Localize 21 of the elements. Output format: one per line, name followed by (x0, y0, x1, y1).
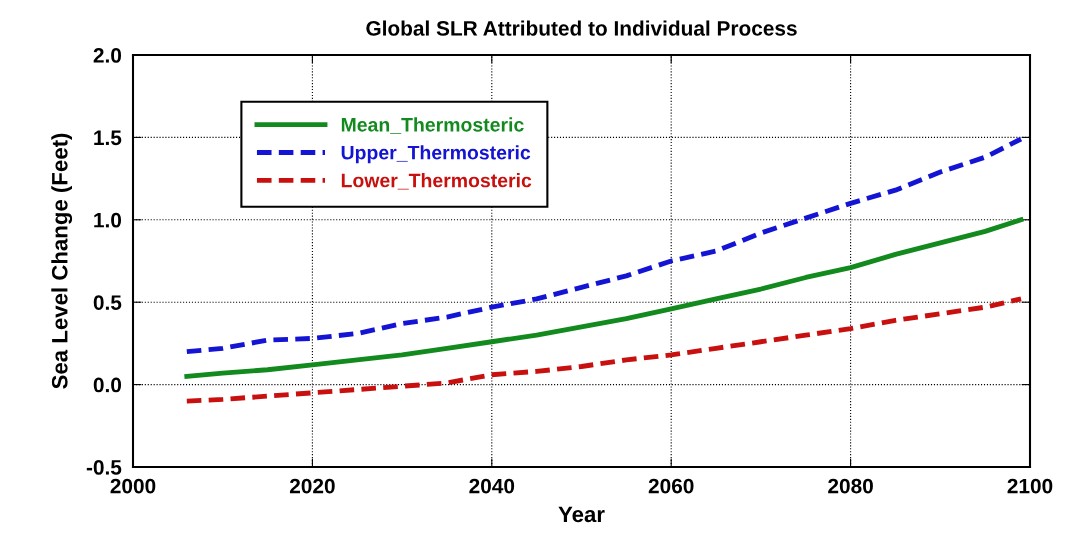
legend-label: Lower_Thermosteric (341, 173, 532, 190)
x-tick-label: 2000 (110, 478, 156, 494)
x-tick-label: 2100 (1007, 478, 1053, 494)
line-series (184, 217, 1024, 379)
y-tick-label: -0.5 (86, 460, 122, 475)
line-series (184, 296, 1024, 404)
legend-label: Upper_Thermosteric (341, 145, 531, 164)
x-axis-title: Year (558, 506, 605, 523)
x-tick-label: 2060 (648, 478, 694, 494)
chart-title: Global SLR Attributed to Individual Process (366, 20, 797, 36)
y-tick-label: 0.5 (93, 295, 122, 310)
y-tick-label: 2.0 (93, 48, 122, 63)
x-tick-label: 2040 (469, 478, 515, 494)
y-axis-title: Sea Level Change (Feet) (51, 133, 73, 389)
x-tick-label: 2020 (289, 478, 335, 494)
legend-label: Mean_Thermosteric (341, 117, 524, 134)
y-tick-label: 1.0 (94, 212, 122, 228)
x-tick-label: 2080 (828, 478, 873, 494)
y-tick-label: 0.0 (93, 377, 122, 393)
y-tick-label: 1.5 (94, 130, 122, 146)
line-series (184, 136, 1024, 355)
